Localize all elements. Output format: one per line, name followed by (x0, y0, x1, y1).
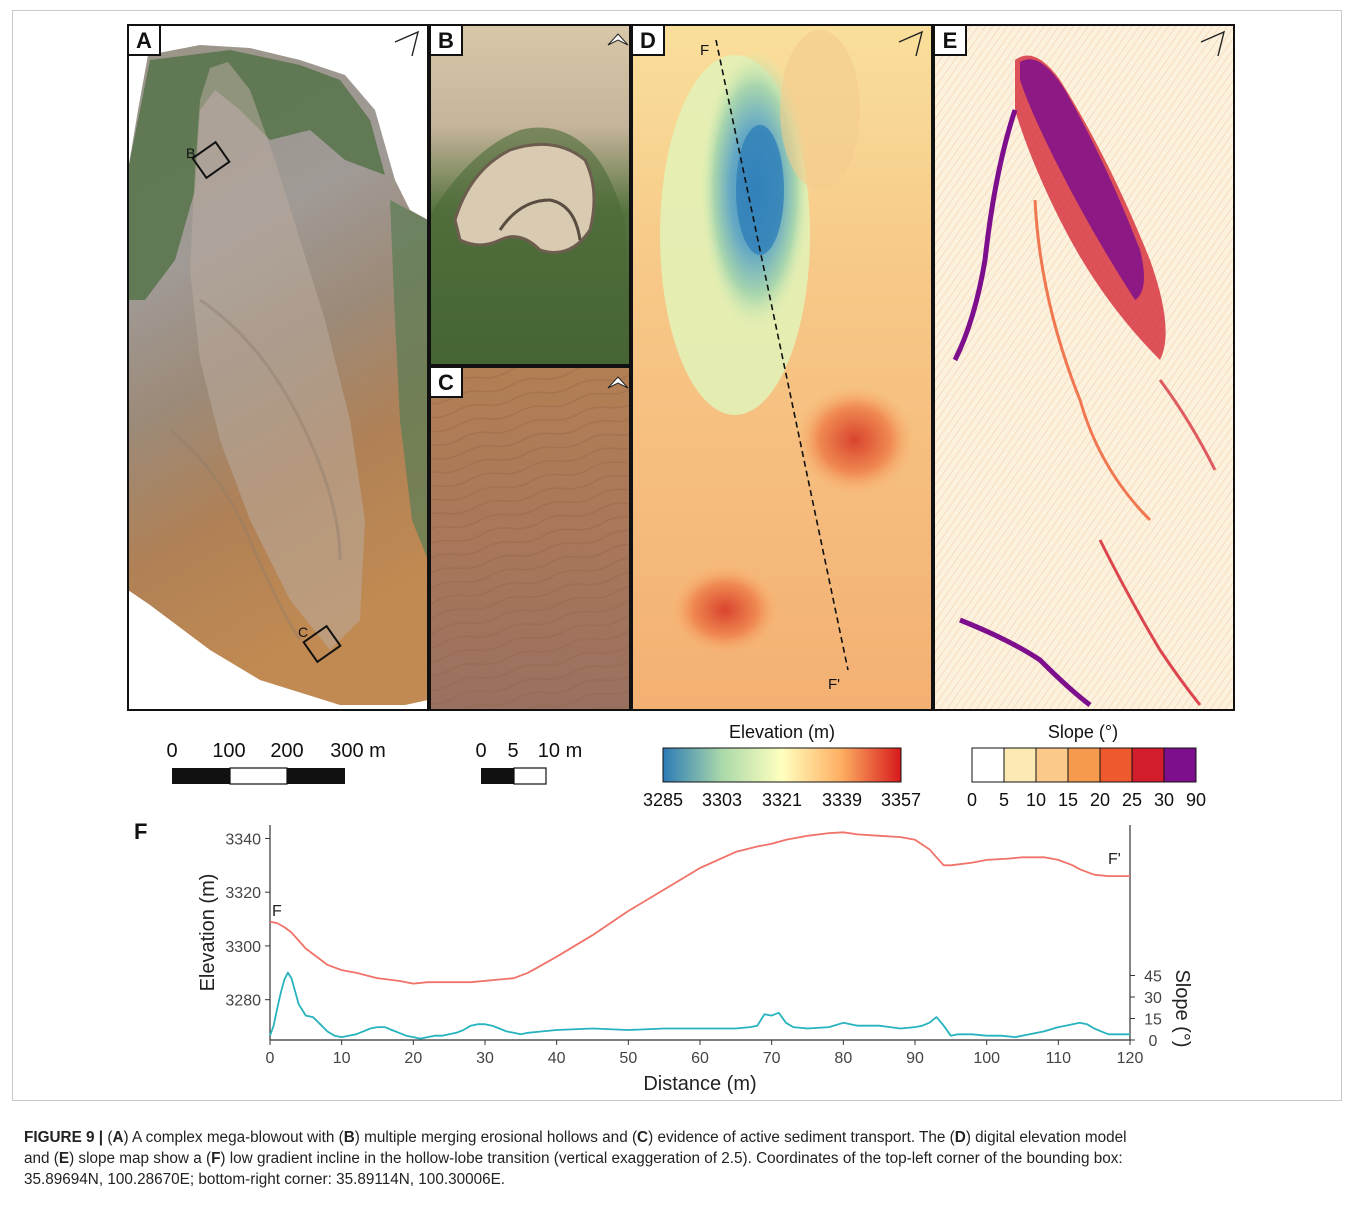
x-tick-label: 100 (973, 1050, 1000, 1067)
svg-text:10: 10 (1026, 790, 1046, 810)
panel-d-dem (632, 25, 932, 710)
y2-tick-label: 15 (1144, 1012, 1162, 1029)
panel-e-slope (934, 25, 1234, 710)
panel-b-photo (430, 25, 630, 365)
svg-text:3339: 3339 (822, 790, 862, 810)
svg-text:90: 90 (1186, 790, 1206, 810)
panel-label-b: B (429, 24, 463, 56)
panel-a-orthomosaic (128, 25, 428, 710)
svg-text:30: 30 (1154, 790, 1174, 810)
elevation-series-line (269, 831, 1130, 985)
elevation-legend: Elevation (m) 3285 3303 3321 3339 3357 (643, 722, 921, 810)
svg-text:10 m: 10 m (538, 740, 582, 762)
svg-text:300 m: 300 m (330, 740, 386, 762)
slope-legend-swatch (1131, 747, 1165, 783)
figure-frame (12, 10, 1342, 1101)
x-tick-label: 40 (548, 1050, 566, 1067)
elevation-legend-title: Elevation (m) (729, 722, 835, 742)
profile-start-label: F (700, 42, 709, 59)
x-tick-label: 30 (476, 1050, 494, 1067)
svg-text:20: 20 (1090, 790, 1110, 810)
svg-text:0: 0 (967, 790, 977, 810)
panel-label-f: F (134, 819, 147, 844)
north-arrow-icon (1200, 30, 1226, 57)
svg-text:5: 5 (999, 790, 1009, 810)
y-tick-label: 3340 (225, 831, 261, 848)
y2-tick-label: 30 (1144, 990, 1162, 1007)
y-axis-label: Elevation (m) (197, 874, 219, 992)
profile-end-label: F' (828, 676, 840, 693)
panel-label-c: C (429, 366, 463, 398)
svg-text:15: 15 (1058, 790, 1078, 810)
x-tick-label: 0 (266, 1050, 275, 1067)
y2-tick-label: 45 (1144, 969, 1162, 986)
x-tick-label: 60 (691, 1050, 709, 1067)
svg-text:B: B (438, 28, 454, 53)
north-arrow-icon (898, 30, 924, 57)
y2-tick-label: 0 (1149, 1033, 1158, 1050)
scalebar-a: 0 100 200 300 m (166, 740, 386, 785)
x-tick-label: 50 (619, 1050, 637, 1067)
svg-text:200: 200 (270, 740, 303, 762)
slope-legend-title: Slope (°) (1048, 722, 1118, 742)
x-tick-label: 10 (333, 1050, 351, 1067)
figure-caption: FIGURE 9 | (A) A complex mega-blowout wi… (24, 1129, 1127, 1188)
slope-legend-swatch (1163, 747, 1197, 783)
north-arrow-icon (394, 30, 420, 57)
svg-text:0: 0 (475, 740, 486, 762)
inset-box-c (302, 624, 342, 664)
profile-line (715, 39, 849, 671)
y-tick-label: 3280 (225, 993, 261, 1010)
profile-start-label: F (272, 903, 282, 920)
profile-chart: 0 10 20 30 40 50 60 70 80 90 100 110 120 3280 3300 3320… (197, 825, 1193, 1095)
x-tick-label: 80 (834, 1050, 852, 1067)
scalebar-bc: 0 5 10 m (475, 740, 582, 785)
slope-legend: Slope (°) 0 5 10 15 20 25 30 90 (967, 722, 1206, 810)
svg-text:3285: 3285 (643, 790, 683, 810)
svg-text:25: 25 (1122, 790, 1142, 810)
svg-text:3357: 3357 (881, 790, 921, 810)
inset-label-b: B (186, 145, 195, 161)
x-tick-label: 120 (1117, 1050, 1144, 1067)
inset-box-b (191, 140, 231, 180)
svg-text:0: 0 (166, 740, 177, 762)
y-tick-label: 3300 (225, 939, 261, 956)
north-arrow-icon (607, 33, 629, 46)
slope-legend-swatch (1067, 747, 1101, 783)
x-axis-label: Distance (m) (643, 1073, 756, 1095)
svg-text:D: D (640, 28, 656, 53)
inset-label-c: C (298, 624, 308, 640)
slope-legend-swatch (971, 747, 1005, 783)
panel-c-photo (430, 367, 630, 710)
profile-end-label: F' (1108, 851, 1121, 868)
x-tick-label: 20 (404, 1050, 422, 1067)
north-arrow-icon (607, 376, 629, 389)
slope-legend-swatch (1099, 747, 1133, 783)
figure-9: B C F F' (127, 24, 1235, 1095)
x-tick-label: 90 (906, 1050, 924, 1067)
svg-text:5: 5 (507, 740, 518, 762)
panel-label-d: D (631, 24, 665, 56)
svg-text:3303: 3303 (702, 790, 742, 810)
slope-series-line (269, 971, 1130, 1040)
slope-legend-swatch (1035, 747, 1069, 783)
svg-text:3321: 3321 (762, 790, 802, 810)
svg-text:E: E (943, 28, 958, 53)
x-tick-label: 110 (1046, 1050, 1072, 1067)
y2-axis-label: Slope (°) (1171, 969, 1193, 1047)
panel-label-a: A (127, 24, 161, 56)
panel-label-e: E (933, 24, 967, 56)
x-tick-label: 70 (763, 1050, 781, 1067)
svg-text:100: 100 (212, 740, 245, 762)
svg-text:A: A (136, 28, 152, 53)
slope-legend-swatch (1003, 747, 1037, 783)
svg-text:C: C (438, 370, 454, 395)
y-tick-label: 3320 (225, 885, 261, 902)
